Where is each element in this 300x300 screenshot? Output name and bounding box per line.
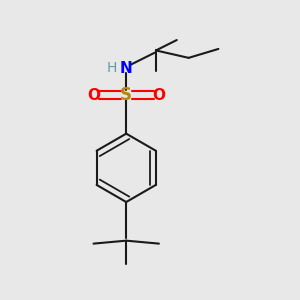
Text: N: N [120,61,133,76]
Text: H: H [107,61,117,75]
Text: S: S [120,86,132,104]
Text: O: O [87,88,100,103]
Text: O: O [152,88,165,103]
